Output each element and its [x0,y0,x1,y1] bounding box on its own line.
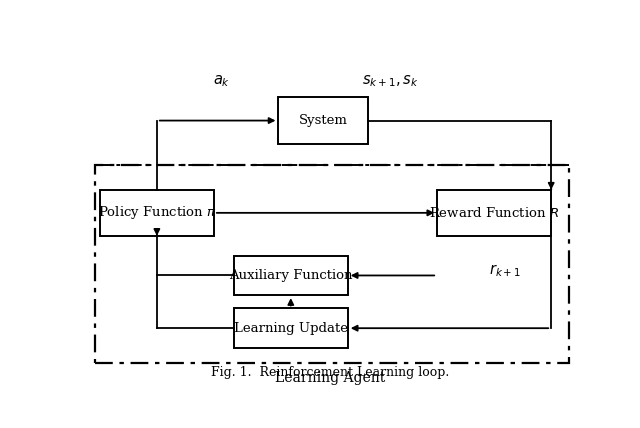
Bar [95,165,568,363]
Bar [100,190,214,236]
Bar [437,190,551,236]
Text: Fig. 1.  Reinforcement Learning loop.: Fig. 1. Reinforcement Learning loop. [211,366,450,379]
Text: Learning Agent: Learning Agent [275,371,386,385]
Text: Policy Function $\pi$: Policy Function $\pi$ [97,204,216,221]
Text: $r_{k+1}$: $r_{k+1}$ [489,262,521,279]
Text: $s_{k+1}, s_k$: $s_{k+1}, s_k$ [362,74,418,89]
Bar [278,98,367,144]
Bar [234,256,348,295]
Bar [234,309,348,348]
Text: Learning Update: Learning Update [234,322,348,335]
Text: Reward Function $R$: Reward Function $R$ [429,206,559,220]
Text: System: System [299,114,348,127]
Text: $a_k$: $a_k$ [212,74,230,89]
Text: Auxiliary Function: Auxiliary Function [229,269,353,282]
